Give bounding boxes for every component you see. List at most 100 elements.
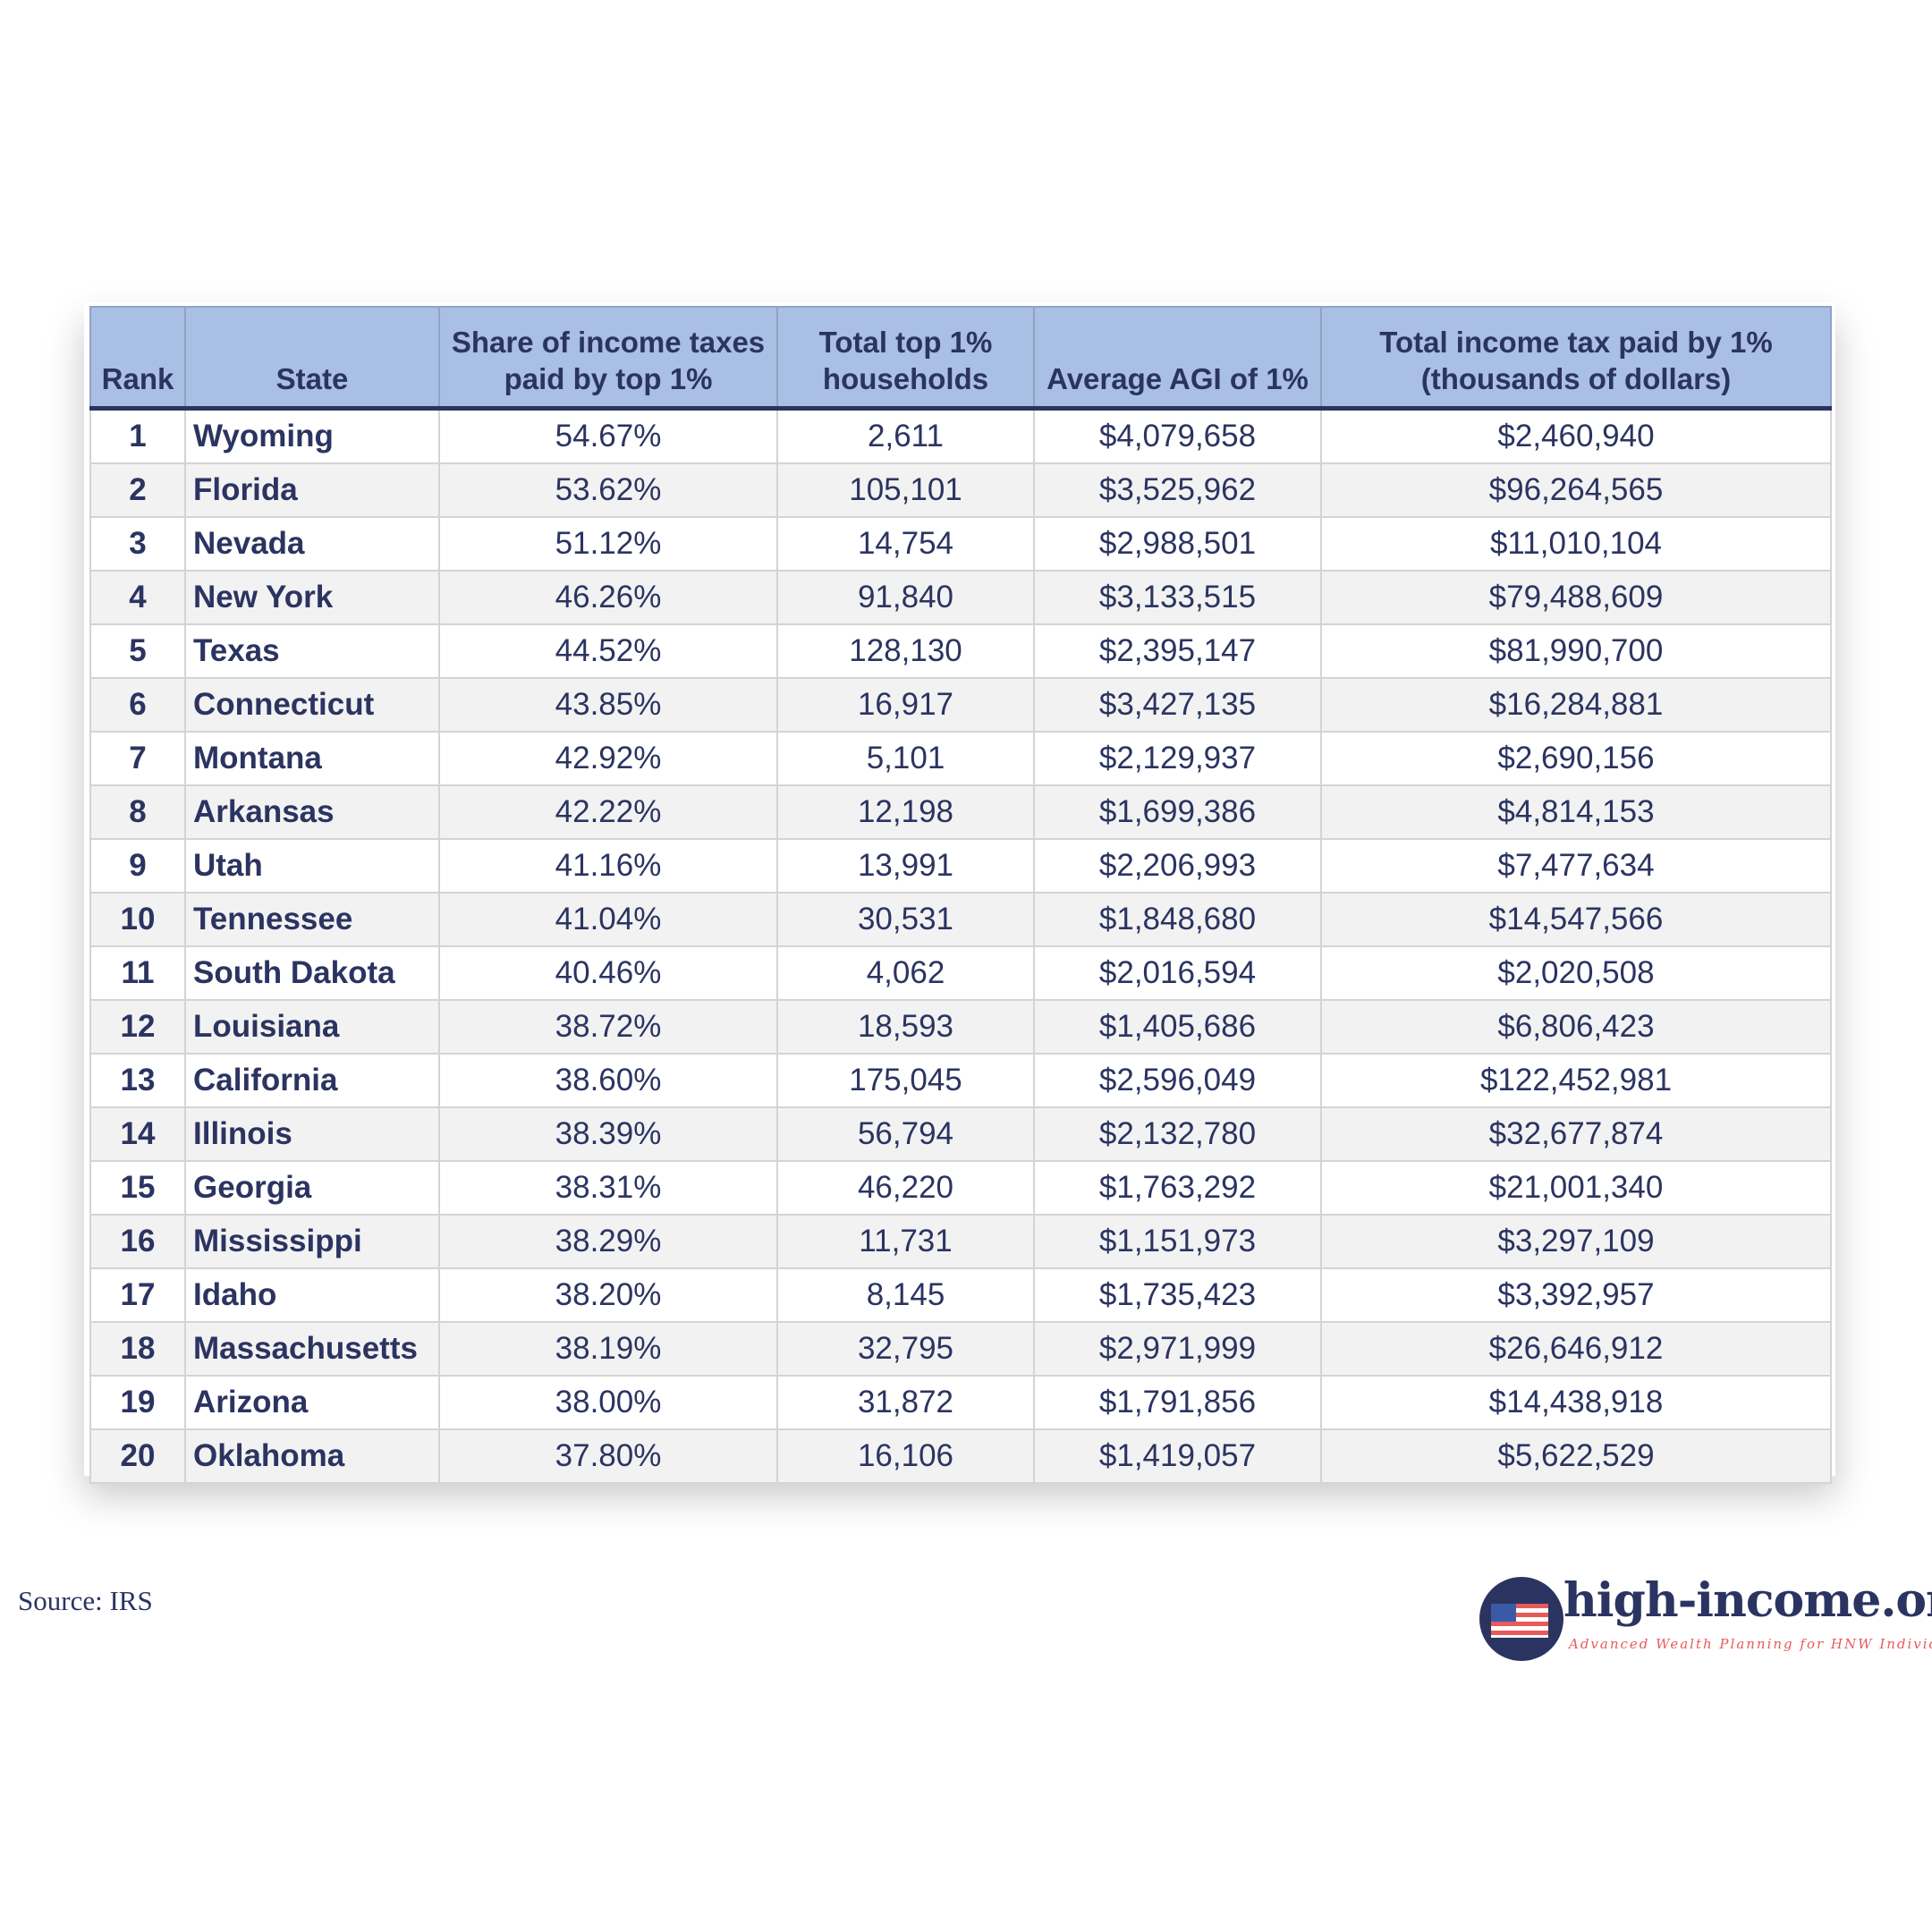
cell-share: 38.39% xyxy=(438,1106,778,1162)
cell-avg-agi: $3,525,962 xyxy=(1033,462,1322,518)
cell-rank: 19 xyxy=(89,1375,186,1430)
cell-rank: 3 xyxy=(89,516,186,572)
cell-households: 14,754 xyxy=(776,516,1035,572)
cell-state: South Dakota xyxy=(184,945,440,1001)
cell-share: 51.12% xyxy=(438,516,778,572)
table-row: 19 Arizona 38.00% 31,872 $1,791,856 $14,438,9… xyxy=(89,1375,1832,1430)
cell-total-tax: $14,547,566 xyxy=(1320,892,1832,947)
cell-share: 41.04% xyxy=(438,892,778,947)
cell-total-tax: $14,438,918 xyxy=(1320,1375,1832,1430)
table-row: 1 Wyoming 54.67% 2,611 $4,079,658 $2,460,940 xyxy=(89,407,1832,464)
cell-share: 43.85% xyxy=(438,677,778,733)
column-header-rank: Rank xyxy=(89,306,186,411)
cell-state: Georgia xyxy=(184,1160,440,1216)
cell-avg-agi: $1,791,856 xyxy=(1033,1375,1322,1430)
cell-households: 46,220 xyxy=(776,1160,1035,1216)
cell-total-tax: $21,001,340 xyxy=(1320,1160,1832,1216)
cell-avg-agi: $1,848,680 xyxy=(1033,892,1322,947)
cell-rank: 8 xyxy=(89,784,186,840)
cell-avg-agi: $2,596,049 xyxy=(1033,1053,1322,1108)
cell-avg-agi: $2,988,501 xyxy=(1033,516,1322,572)
table-row: 9 Utah 41.16% 13,991 $2,206,993 $7,477,634 xyxy=(89,838,1832,894)
table-row: 20 Oklahoma 37.80% 16,106 $1,419,057 $5,622,5… xyxy=(89,1428,1832,1484)
table-row: 17 Idaho 38.20% 8,145 $1,735,423 $3,392,957 xyxy=(89,1267,1832,1323)
cell-households: 128,130 xyxy=(776,623,1035,679)
cell-rank: 11 xyxy=(89,945,186,1001)
cell-total-tax: $16,284,881 xyxy=(1320,677,1832,733)
cell-state: California xyxy=(184,1053,440,1108)
table-row: 3 Nevada 51.12% 14,754 $2,988,501 $11,010,104 xyxy=(89,516,1832,572)
header-row: Rank State Share of income taxes paid by t… xyxy=(89,306,1832,411)
column-header-total-tax: Total income tax paid by 1% (thousands o… xyxy=(1320,306,1832,411)
cell-state: Florida xyxy=(184,462,440,518)
cell-households: 18,593 xyxy=(776,999,1035,1055)
cell-rank: 1 xyxy=(89,407,186,464)
table-row: 8 Arkansas 42.22% 12,198 $1,699,386 $4,814,15… xyxy=(89,784,1832,840)
cell-rank: 5 xyxy=(89,623,186,679)
cell-total-tax: $6,806,423 xyxy=(1320,999,1832,1055)
table-row: 6 Connecticut 43.85% 16,917 $3,427,135 $16,28… xyxy=(89,677,1832,733)
logo-brand: high-income.org xyxy=(1563,1573,1932,1628)
cell-households: 30,531 xyxy=(776,892,1035,947)
us-flag-icon xyxy=(1479,1577,1563,1661)
cell-state: Louisiana xyxy=(184,999,440,1055)
cell-share: 38.00% xyxy=(438,1375,778,1430)
cell-households: 5,101 xyxy=(776,731,1035,786)
cell-avg-agi: $2,129,937 xyxy=(1033,731,1322,786)
cell-total-tax: $2,020,508 xyxy=(1320,945,1832,1001)
cell-rank: 9 xyxy=(89,838,186,894)
cell-share: 38.31% xyxy=(438,1160,778,1216)
cell-share: 38.19% xyxy=(438,1321,778,1377)
cell-households: 175,045 xyxy=(776,1053,1035,1108)
cell-state: Montana xyxy=(184,731,440,786)
cell-total-tax: $122,452,981 xyxy=(1320,1053,1832,1108)
cell-avg-agi: $2,971,999 xyxy=(1033,1321,1322,1377)
cell-total-tax: $79,488,609 xyxy=(1320,570,1832,625)
cell-share: 40.46% xyxy=(438,945,778,1001)
cell-households: 32,795 xyxy=(776,1321,1035,1377)
cell-total-tax: $4,814,153 xyxy=(1320,784,1832,840)
table-row: 7 Montana 42.92% 5,101 $2,129,937 $2,690,156 xyxy=(89,731,1832,786)
cell-total-tax: $5,622,529 xyxy=(1320,1428,1832,1484)
cell-avg-agi: $3,133,515 xyxy=(1033,570,1322,625)
source-note: Source: IRS xyxy=(18,1585,153,1616)
cell-rank: 17 xyxy=(89,1267,186,1323)
cell-households: 91,840 xyxy=(776,570,1035,625)
cell-total-tax: $3,392,957 xyxy=(1320,1267,1832,1323)
cell-total-tax: $11,010,104 xyxy=(1320,516,1832,572)
cell-avg-agi: $1,763,292 xyxy=(1033,1160,1322,1216)
cell-rank: 6 xyxy=(89,677,186,733)
cell-state: Idaho xyxy=(184,1267,440,1323)
table-row: 10 Tennessee 41.04% 30,531 $1,848,680 $14,547… xyxy=(89,892,1832,947)
table-row: 4 New York 46.26% 91,840 $3,133,515 $79,488,6… xyxy=(89,570,1832,625)
cell-avg-agi: $1,419,057 xyxy=(1033,1428,1322,1484)
cell-avg-agi: $2,206,993 xyxy=(1033,838,1322,894)
cell-rank: 2 xyxy=(89,462,186,518)
cell-share: 38.72% xyxy=(438,999,778,1055)
cell-total-tax: $81,990,700 xyxy=(1320,623,1832,679)
cell-avg-agi: $4,079,658 xyxy=(1033,407,1322,464)
column-header-households: Total top 1% households xyxy=(776,306,1035,411)
cell-state: Mississippi xyxy=(184,1214,440,1269)
table-row: 5 Texas 44.52% 128,130 $2,395,147 $81,990,700 xyxy=(89,623,1832,679)
cell-share: 53.62% xyxy=(438,462,778,518)
table-row: 12 Louisiana 38.72% 18,593 $1,405,686 $6,806,… xyxy=(89,999,1832,1055)
cell-households: 16,917 xyxy=(776,677,1035,733)
cell-total-tax: $3,297,109 xyxy=(1320,1214,1832,1269)
cell-avg-agi: $3,427,135 xyxy=(1033,677,1322,733)
cell-rank: 16 xyxy=(89,1214,186,1269)
cell-state: Connecticut xyxy=(184,677,440,733)
cell-households: 12,198 xyxy=(776,784,1035,840)
cell-rank: 12 xyxy=(89,999,186,1055)
cell-rank: 15 xyxy=(89,1160,186,1216)
cell-avg-agi: $1,699,386 xyxy=(1033,784,1322,840)
cell-share: 46.26% xyxy=(438,570,778,625)
cell-share: 38.20% xyxy=(438,1267,778,1323)
cell-total-tax: $96,264,565 xyxy=(1320,462,1832,518)
cell-total-tax: $2,690,156 xyxy=(1320,731,1832,786)
cell-state: Massachusetts xyxy=(184,1321,440,1377)
cell-state: Illinois xyxy=(184,1106,440,1162)
cell-rank: 7 xyxy=(89,731,186,786)
cell-avg-agi: $1,151,973 xyxy=(1033,1214,1322,1269)
table-row: 2 Florida 53.62% 105,101 $3,525,962 $96,264,5… xyxy=(89,462,1832,518)
